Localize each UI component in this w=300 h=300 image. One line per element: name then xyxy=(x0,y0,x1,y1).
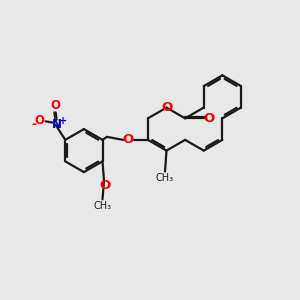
Text: O: O xyxy=(34,114,44,127)
Text: -: - xyxy=(31,118,36,131)
Text: O: O xyxy=(51,99,61,112)
Text: CH₃: CH₃ xyxy=(93,201,112,211)
Text: O: O xyxy=(161,101,172,114)
Text: O: O xyxy=(123,133,134,146)
Text: +: + xyxy=(59,116,67,126)
Text: O: O xyxy=(99,179,110,192)
Text: O: O xyxy=(203,112,214,125)
Text: CH₃: CH₃ xyxy=(156,173,174,183)
Text: N: N xyxy=(52,118,61,131)
